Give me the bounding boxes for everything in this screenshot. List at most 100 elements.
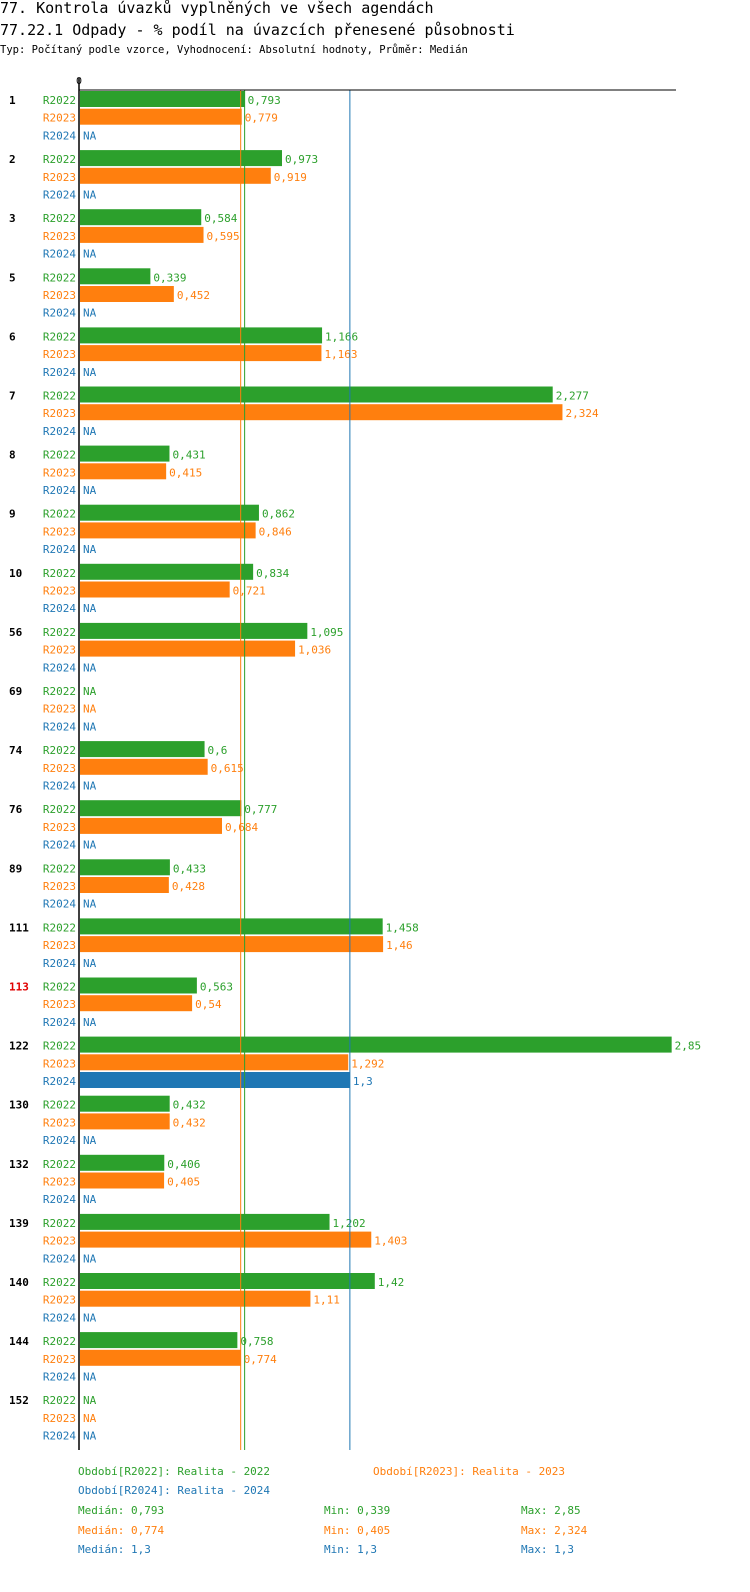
series-label: R2024 <box>43 661 76 674</box>
value-label: 0,406 <box>167 1158 200 1171</box>
category-label: 122 <box>9 1040 29 1053</box>
series-label: R2023 <box>43 466 76 479</box>
series-label: R2022 <box>43 153 76 166</box>
value-label-na: NA <box>83 1252 97 1265</box>
category-label: 139 <box>9 1217 29 1230</box>
series-label: R2024 <box>43 1075 76 1088</box>
series-label: R2022 <box>43 981 76 994</box>
bar-r2023 <box>80 404 563 421</box>
series-label: R2023 <box>43 1294 76 1307</box>
series-label: R2023 <box>43 1057 76 1070</box>
series-label: R2022 <box>43 921 76 934</box>
series-label: R2024 <box>43 1311 76 1324</box>
bar-r2023 <box>80 758 208 775</box>
category-label: 1 <box>9 94 16 107</box>
category-label: 144 <box>9 1335 29 1348</box>
value-label: 0,834 <box>256 567 289 580</box>
bar-r2023 <box>80 167 271 184</box>
series-label: R2023 <box>43 525 76 538</box>
series-label: R2024 <box>43 1134 76 1147</box>
value-label-na: NA <box>83 839 97 852</box>
value-label: 0,777 <box>244 803 277 816</box>
series-label: R2024 <box>43 957 76 970</box>
value-label: 0,595 <box>207 230 240 243</box>
series-label: R2024 <box>43 839 76 852</box>
series-label: R2024 <box>43 602 76 615</box>
category-label: 69 <box>9 685 22 698</box>
category-label: 132 <box>9 1158 29 1171</box>
value-label-na: NA <box>83 602 97 615</box>
value-label-na: NA <box>83 720 97 733</box>
series-label: R2022 <box>43 862 76 875</box>
stat-median-r2024: Medián: 1,3 <box>78 1543 151 1556</box>
bar-r2022 <box>80 150 282 167</box>
series-label: R2022 <box>43 685 76 698</box>
legend-r2024: Období[R2024]: Realita - 2024 <box>78 1484 271 1497</box>
value-label-na: NA <box>83 1134 97 1147</box>
chart-meta: Typ: Počítaný podle vzorce, Vyhodnocení:… <box>0 44 468 56</box>
stat-max-r2024: Max: 1,3 <box>521 1543 574 1556</box>
value-label: 0,432 <box>173 1116 206 1129</box>
value-label: 0,684 <box>225 821 258 834</box>
series-label: R2022 <box>43 1394 76 1407</box>
value-label: 0,6 <box>208 744 228 757</box>
value-label: 1,3 <box>353 1075 373 1088</box>
value-label: 0,793 <box>248 94 281 107</box>
series-label: R2024 <box>43 1252 76 1265</box>
value-label: 0,973 <box>285 153 318 166</box>
series-label: R2022 <box>43 1335 76 1348</box>
bar-r2022 <box>80 741 205 758</box>
category-label: 56 <box>9 626 23 639</box>
value-label: 0,919 <box>274 171 307 184</box>
chart-subtitle: 77.22.1 Odpady - % podíl na úvazcích pře… <box>0 21 515 39</box>
bar-r2022 <box>80 1036 672 1053</box>
series-label: R2024 <box>43 898 76 911</box>
series-label: R2023 <box>43 1412 76 1425</box>
category-label: 7 <box>9 390 16 403</box>
series-label: R2022 <box>43 1158 76 1171</box>
value-label: 1,292 <box>351 1057 384 1070</box>
value-label-na: NA <box>83 307 97 320</box>
series-label: R2023 <box>43 407 76 420</box>
value-label: 0,779 <box>245 112 278 125</box>
value-label-na: NA <box>83 703 97 716</box>
value-label: 0,339 <box>153 271 186 284</box>
legend-r2022: Období[R2022]: Realita - 2022 <box>78 1465 271 1478</box>
category-label: 74 <box>9 744 23 757</box>
series-label: R2023 <box>43 112 76 125</box>
series-label: R2024 <box>43 543 76 556</box>
value-label-na: NA <box>83 1371 97 1384</box>
category-label: 8 <box>9 449 16 462</box>
bar-r2023 <box>80 877 169 893</box>
series-label: R2023 <box>43 171 76 184</box>
series-label: R2023 <box>43 585 76 598</box>
value-label: 1,403 <box>374 1235 407 1248</box>
stat-max-r2023: Max: 2,324 <box>521 1524 588 1537</box>
bar-r2022 <box>80 1332 238 1349</box>
value-label-na: NA <box>83 1394 97 1407</box>
series-label: R2022 <box>43 626 76 639</box>
value-label: 1,42 <box>378 1276 405 1289</box>
value-label: 1,11 <box>313 1294 340 1307</box>
bar-r2023 <box>80 1054 349 1071</box>
bar-r2022 <box>80 504 259 521</box>
value-label: 0,415 <box>169 466 202 479</box>
value-label-na: NA <box>83 661 97 674</box>
series-label: R2022 <box>43 212 76 225</box>
series-label: R2023 <box>43 939 76 952</box>
stat-min-r2023: Min: 0,405 <box>324 1524 391 1537</box>
bar-r2023 <box>80 226 204 243</box>
series-label: R2023 <box>43 289 76 302</box>
category-label: 111 <box>9 921 29 934</box>
bar-r2022 <box>80 800 242 817</box>
bar-r2022 <box>80 1154 165 1171</box>
category-label: 9 <box>9 508 16 521</box>
value-label: 0,758 <box>240 1335 273 1348</box>
bar-r2022 <box>80 563 254 580</box>
series-label: R2023 <box>43 821 76 834</box>
stat-median-r2022: Medián: 0,793 <box>78 1504 165 1517</box>
value-label: 0,721 <box>233 585 266 598</box>
value-label: 0,563 <box>200 981 233 994</box>
series-label: R2022 <box>43 1276 76 1289</box>
category-label: 89 <box>9 862 22 875</box>
